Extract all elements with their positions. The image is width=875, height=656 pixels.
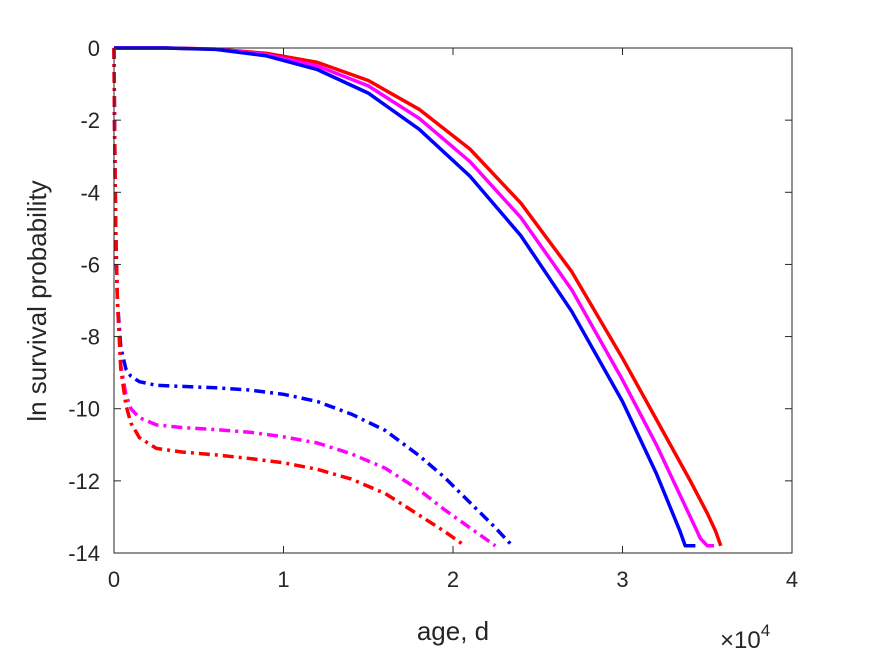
series-layer (112, 46, 723, 548)
y-tick-label: 0 (88, 36, 100, 61)
y-tick-label: -2 (80, 108, 100, 133)
y-tick-label: -12 (68, 469, 100, 494)
x-exponent-label: ×104 (720, 621, 770, 654)
x-exponent-base: ×10 (720, 627, 761, 654)
series-line-6 (112, 47, 466, 548)
x-tick-label: 2 (447, 567, 459, 592)
x-exponent-power: 4 (761, 621, 770, 640)
series-line-3 (114, 46, 696, 548)
ticks-layer: 0 1 2 3 4 0 -2 -4 -6 -8 -10 -12 -14 (68, 36, 798, 592)
x-tick-label: 3 (616, 567, 628, 592)
y-tick-label: -6 (80, 252, 100, 277)
x-tick-label: 4 (786, 567, 798, 592)
y-tick-label: -4 (80, 180, 100, 205)
y-tick-label: -14 (68, 541, 100, 566)
y-tick-label: -8 (80, 325, 100, 350)
x-tick-label: 0 (108, 567, 120, 592)
plot-area (114, 48, 792, 553)
series-line-5 (112, 47, 497, 548)
y-axis-label: ln survival probability (22, 180, 52, 421)
x-tick-label: 1 (277, 567, 289, 592)
y-tick-label: -10 (68, 397, 100, 422)
x-axis-label: age, d (417, 616, 489, 646)
